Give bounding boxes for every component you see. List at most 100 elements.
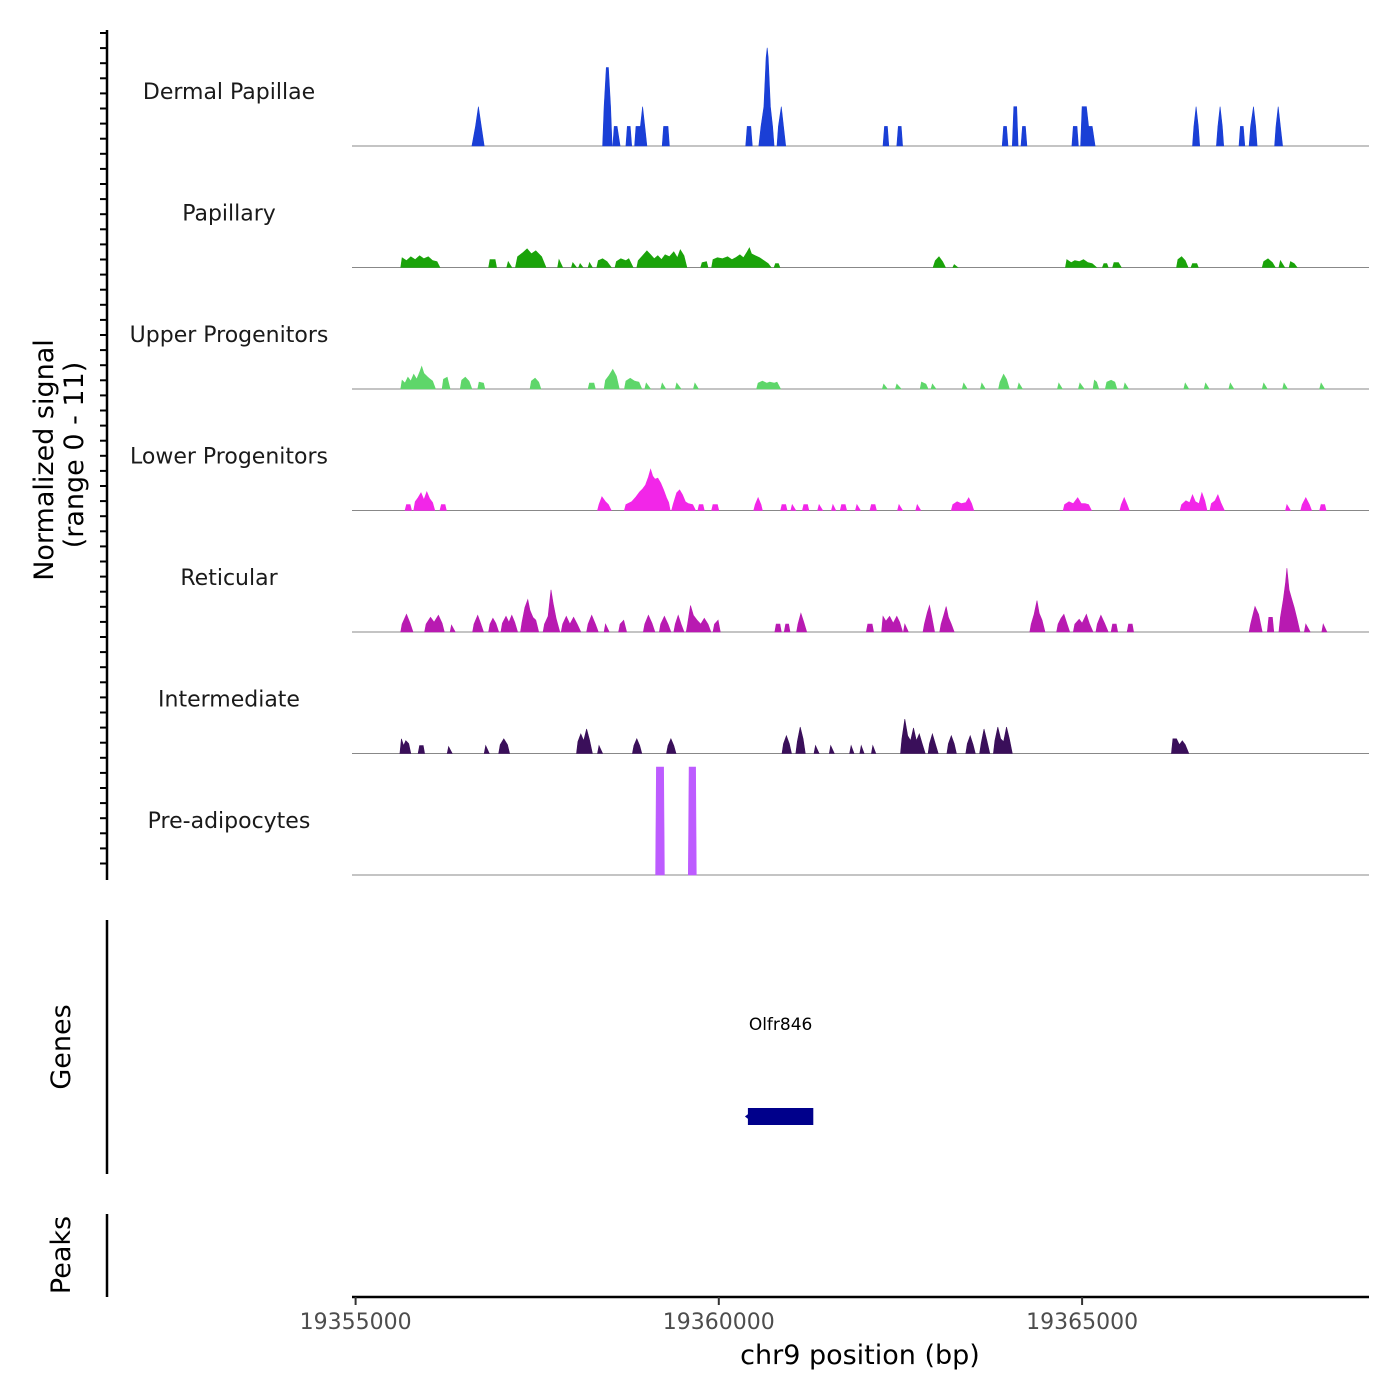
coverage-peak bbox=[1078, 382, 1085, 390]
coverage-peak bbox=[859, 744, 865, 754]
coverage-peak bbox=[655, 766, 665, 876]
coverage-peak bbox=[930, 383, 937, 390]
coverage-peak bbox=[1092, 379, 1100, 390]
coverage-peak bbox=[625, 126, 633, 147]
peaks-panel: Peaks bbox=[46, 1214, 109, 1297]
coverage-peak bbox=[796, 612, 808, 633]
coverage-peak bbox=[802, 504, 810, 511]
coverage-peak bbox=[1062, 497, 1092, 511]
coverage-peak bbox=[571, 261, 578, 268]
coverage-peak bbox=[1029, 600, 1046, 633]
coverage-peak bbox=[666, 738, 677, 754]
coverage-peak bbox=[903, 623, 909, 633]
coverage-peak bbox=[831, 503, 837, 511]
coverage-peak bbox=[498, 738, 510, 754]
coverage-peak bbox=[1183, 382, 1190, 390]
coverage-peak bbox=[1065, 259, 1098, 268]
coverage-peak bbox=[1171, 738, 1190, 754]
coverage-peak bbox=[882, 126, 890, 147]
coverage-peak bbox=[1228, 382, 1235, 390]
coverage-peak bbox=[500, 614, 519, 633]
coverage-peak bbox=[661, 126, 670, 147]
coverage-peak bbox=[472, 614, 484, 633]
coverage-peak bbox=[602, 67, 613, 147]
track-lower-progenitors: Lower Progenitors bbox=[130, 445, 1369, 511]
coverage-peak bbox=[400, 613, 414, 633]
coverage-peak bbox=[449, 624, 456, 633]
coverage-peak bbox=[1095, 614, 1109, 633]
coverage-peak bbox=[488, 617, 500, 633]
coverage-peak bbox=[399, 738, 412, 754]
track-label: Reticular bbox=[180, 566, 278, 591]
coverage-peak bbox=[817, 503, 824, 511]
coverage-peak bbox=[614, 258, 634, 268]
coverage-peak bbox=[813, 744, 820, 754]
coverage-peak bbox=[441, 376, 451, 390]
coverage-peak bbox=[587, 382, 596, 390]
coverage-peak bbox=[881, 615, 904, 633]
coverage-peak bbox=[1319, 382, 1326, 390]
coverage-peak bbox=[965, 734, 976, 754]
coverage-peak bbox=[993, 726, 1013, 754]
y-axis-title-line1: Normalized signal bbox=[29, 339, 60, 581]
x-axis: 19355000 19360000 19365000 chr9 position (… bbox=[300, 1295, 1369, 1371]
coverage-peak bbox=[781, 734, 792, 754]
coverage-peak bbox=[1071, 126, 1079, 147]
coverage-peak bbox=[828, 744, 835, 754]
coverage-peak bbox=[939, 606, 955, 633]
coverage-peak bbox=[1192, 106, 1201, 147]
coverage-peak bbox=[896, 126, 903, 147]
coverage-peak bbox=[1278, 259, 1286, 268]
coverage-peak bbox=[693, 382, 700, 390]
coverage-peak bbox=[849, 744, 855, 754]
coverage-peak bbox=[865, 623, 874, 633]
coverage-peak bbox=[1303, 623, 1311, 633]
coverage-peak bbox=[597, 744, 604, 754]
coverage-peak bbox=[897, 503, 904, 511]
coverage-peak bbox=[871, 744, 877, 754]
coverage-peak bbox=[773, 263, 781, 268]
signal-y-axis bbox=[100, 30, 109, 880]
coverage-peak bbox=[745, 126, 753, 147]
coverage-peak bbox=[1020, 126, 1028, 147]
coverage-peak bbox=[560, 615, 582, 633]
coverage-peak bbox=[1203, 382, 1210, 390]
coverage-peak bbox=[529, 377, 542, 390]
genes-panel: Genes Olfr846 bbox=[46, 920, 814, 1174]
coverage-peak bbox=[1017, 382, 1024, 390]
track-label: Dermal Papillae bbox=[143, 80, 315, 105]
coverage-peak bbox=[776, 106, 787, 147]
coverage-peak bbox=[506, 260, 513, 268]
coverage-peak bbox=[644, 382, 652, 390]
coverage-peak bbox=[700, 261, 709, 268]
coverage-peak bbox=[1080, 106, 1096, 147]
coverage-peak bbox=[869, 504, 877, 511]
coverage-peak bbox=[1176, 256, 1189, 268]
coverage-peak bbox=[758, 47, 775, 147]
coverage-peak bbox=[1248, 106, 1258, 147]
coverage-peak bbox=[950, 497, 975, 511]
coverage-peak bbox=[488, 259, 497, 268]
coverage-peak bbox=[756, 380, 782, 390]
coverage-peak bbox=[1119, 496, 1130, 511]
coverage-peak bbox=[413, 490, 436, 511]
gene-body bbox=[747, 1108, 814, 1125]
coverage-peak bbox=[952, 264, 959, 268]
coverage-peak bbox=[1261, 382, 1268, 390]
coverage-peak bbox=[542, 589, 561, 633]
coverage-peak bbox=[1266, 616, 1275, 633]
track-pre-adipocytes: Pre-adipocytes bbox=[148, 766, 1369, 876]
coverage-peak bbox=[919, 381, 929, 390]
coverage-peak bbox=[642, 614, 656, 633]
coverage-peak bbox=[1101, 263, 1109, 268]
coverage-peak bbox=[932, 256, 946, 268]
coverage-peak bbox=[1104, 379, 1118, 390]
coverage-peak bbox=[1282, 382, 1289, 390]
coverage-peak bbox=[1126, 623, 1134, 633]
genes-panel-title: Genes bbox=[46, 1004, 77, 1089]
coverage-peak bbox=[687, 766, 697, 876]
coverage-peak bbox=[1321, 623, 1328, 633]
coverage-peak bbox=[927, 732, 939, 754]
coverage-peak bbox=[855, 503, 862, 511]
coverage-peak bbox=[576, 728, 593, 754]
